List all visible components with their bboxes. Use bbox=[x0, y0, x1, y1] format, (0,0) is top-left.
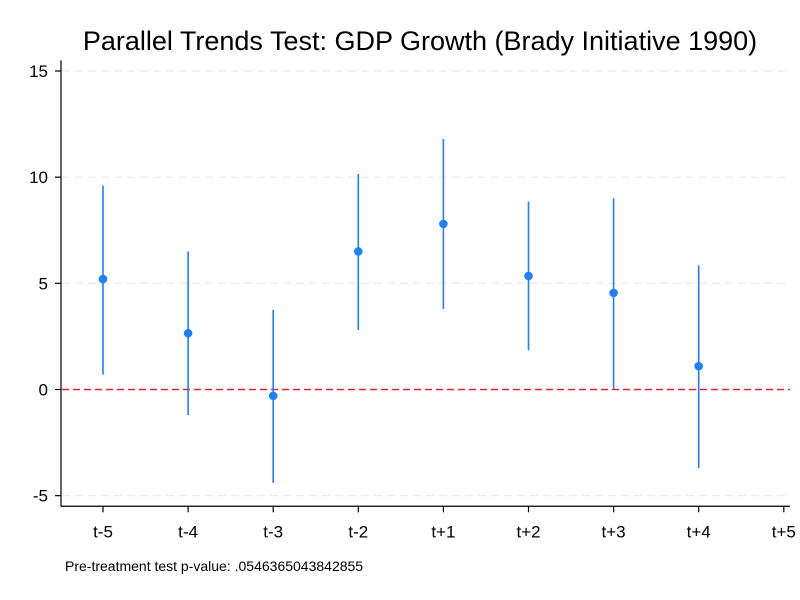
x-tick-label: t+1 bbox=[431, 522, 455, 541]
x-tick-label: t+5 bbox=[772, 522, 796, 541]
point-estimate bbox=[183, 328, 193, 338]
plot-area: -5 0 5 10 15 t-5 t-4 t-3 t-2 t+1 t+2 t+3 t+4 t+5 bbox=[29, 60, 796, 541]
chart-title: Parallel Trends Test: GDP Growth (Brady … bbox=[83, 26, 757, 56]
y-tick-label: -5 bbox=[33, 487, 48, 506]
point-estimate bbox=[524, 271, 533, 281]
x-tick-label: t+2 bbox=[516, 522, 540, 541]
x-tick-label: t-4 bbox=[178, 522, 198, 541]
point-estimate bbox=[439, 219, 448, 229]
point-estimate bbox=[354, 247, 363, 256]
pretreatment-note: Pre-treatment test p-value: .05463650438… bbox=[65, 558, 363, 574]
y-tick-label: 5 bbox=[39, 274, 48, 293]
x-tick-label: t+3 bbox=[602, 522, 626, 541]
point-estimate bbox=[609, 288, 618, 298]
x-tick-label: t+4 bbox=[687, 522, 711, 541]
point-estimate bbox=[694, 361, 703, 371]
x-tick-label: t-3 bbox=[263, 522, 283, 541]
y-tick-label: 15 bbox=[29, 62, 48, 81]
y-tick-label: 10 bbox=[29, 168, 48, 187]
y-tick-label: 0 bbox=[39, 381, 48, 400]
x-tick-label: t-2 bbox=[348, 522, 368, 541]
point-estimate bbox=[98, 274, 108, 284]
x-tick-label: t-5 bbox=[93, 522, 113, 541]
point-estimate bbox=[268, 391, 278, 401]
